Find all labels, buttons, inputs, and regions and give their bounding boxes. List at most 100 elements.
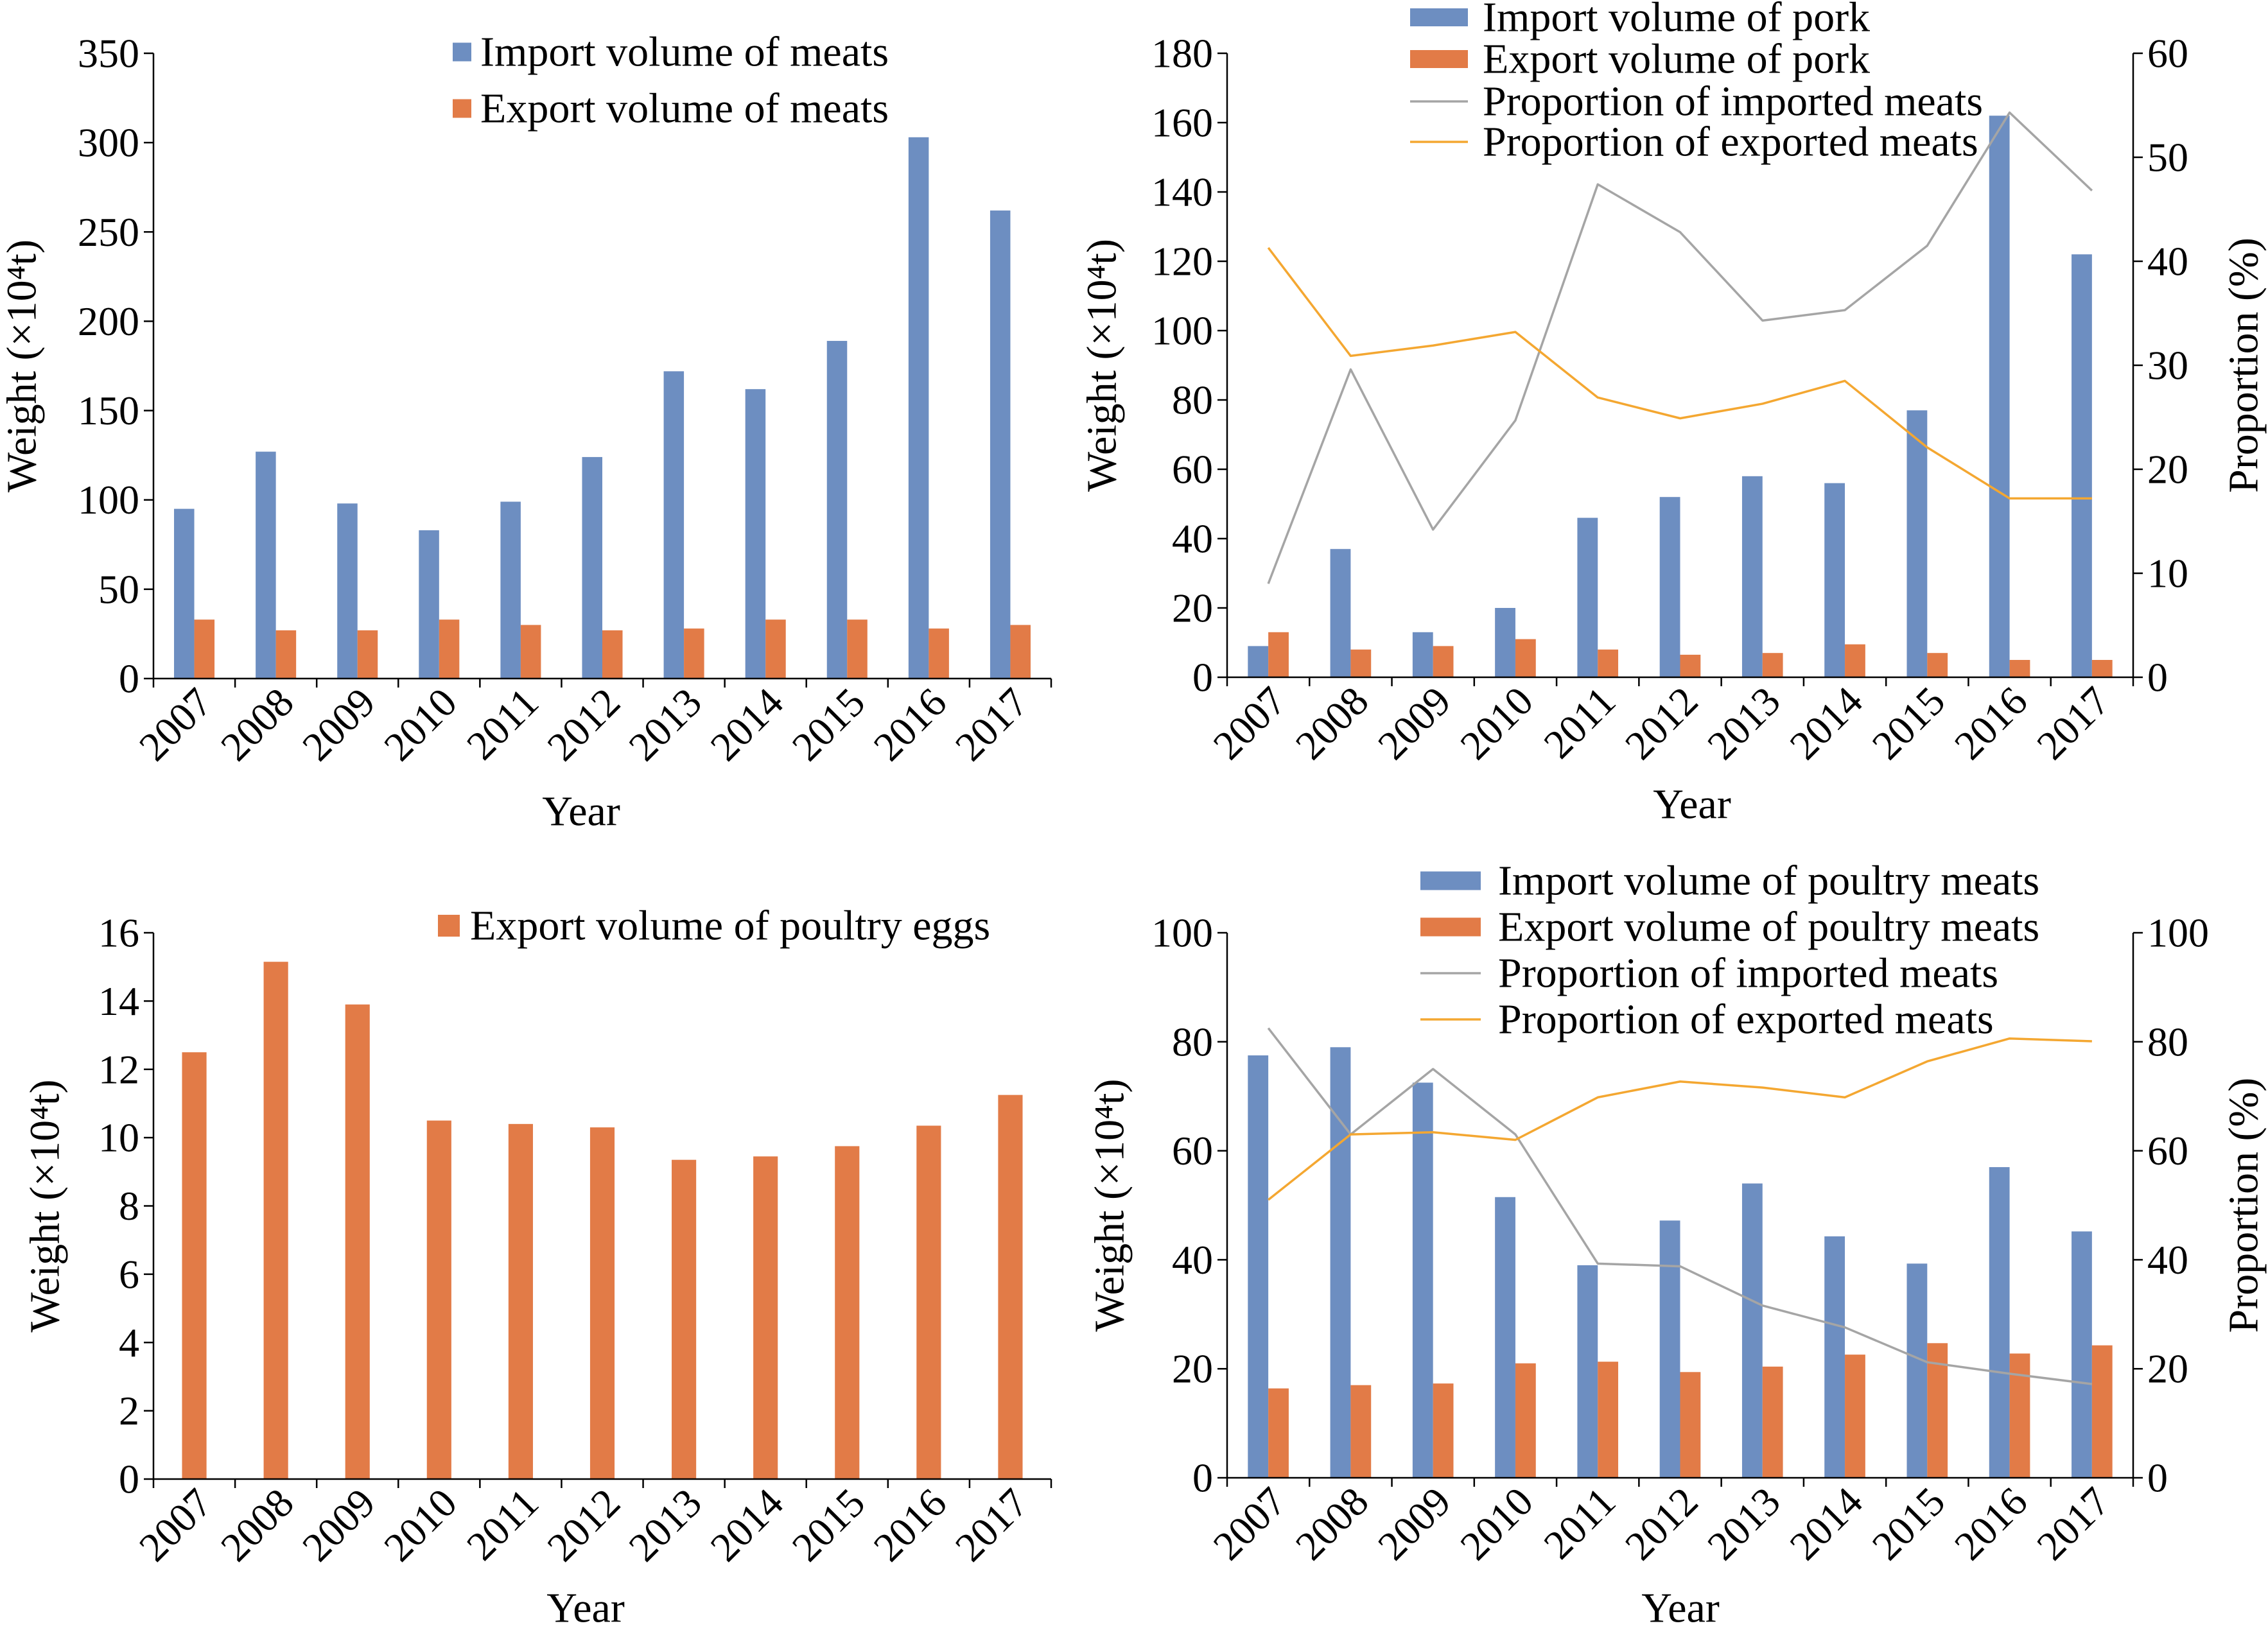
bar-export-volume-of-poultry-eggs-2013: [672, 1159, 697, 1479]
line-proportion-of-exported-meats: [1267, 247, 2092, 500]
bar-import-volume-of-meats-2007: [174, 508, 195, 679]
legend-label: Import volume of poultry meats: [1498, 858, 2039, 905]
line-proportion-of-exported-meats: [1268, 1037, 2092, 1201]
x-tick-label: 2013: [620, 679, 710, 770]
x-tick-label: 2011: [1535, 678, 1624, 767]
bar-import-volume-of-poultry-meats-2015: [1906, 1263, 1928, 1478]
y-tick-label: 0: [119, 656, 139, 702]
bar-import-volume-of-pork-2016: [1989, 116, 2010, 677]
bar-export-volume-of-poultry-eggs-2009: [345, 1004, 370, 1479]
bar-import-volume-of-meats-2015: [826, 341, 848, 679]
bar-import-volume-of-pork-2014: [1824, 483, 1845, 677]
y-tick-label: 250: [78, 209, 139, 255]
bar-import-volume-of-pork-2010: [1495, 608, 1515, 677]
bar-export-volume-of-poultry-eggs-2010: [426, 1120, 451, 1479]
bar-export-volume-of-meats-2010: [439, 619, 460, 679]
legend-swatch-import-volume-of-pork: [1410, 8, 1468, 26]
bar-export-volume-of-poultry-eggs-2016: [916, 1125, 941, 1479]
y-tick-label: 6: [119, 1251, 139, 1297]
y2-tick-label: 100: [2147, 910, 2209, 956]
x-axis-title: Year: [1641, 1585, 1720, 1628]
bar-import-volume-of-poultry-meats-2016: [1989, 1167, 2010, 1478]
y-tick-label: 10: [98, 1115, 139, 1161]
y2-tick-label: 40: [2147, 1237, 2188, 1283]
chart-panel-4: 0 20 40 60 80 100 0 20 40 60 80 100 2007200820092010…: [1086, 858, 2267, 1628]
bar-import-volume-of-poultry-meats-2012: [1659, 1220, 1680, 1478]
x-tick-label: 2009: [293, 1480, 384, 1570]
bar-export-volume-of-meats-2017: [1010, 625, 1031, 679]
y2-tick-label: 0: [2147, 1455, 2168, 1501]
y-tick-label: 50: [98, 566, 139, 612]
legend-label: Export volume of meats: [480, 85, 889, 132]
bar-export-volume-of-poultry-meats-2014: [1845, 1355, 1865, 1478]
bar-import-volume-of-poultry-meats-2014: [1824, 1236, 1845, 1478]
y2-tick-label: 30: [2147, 343, 2188, 388]
y-tick-label: 60: [1172, 447, 1213, 492]
y-tick-label: 350: [78, 31, 139, 76]
y2-tick-label: 40: [2147, 239, 2188, 284]
x-tick-label: 2008: [1287, 1478, 1377, 1569]
bar-import-volume-of-pork-2007: [1248, 646, 1269, 677]
bar-import-volume-of-poultry-meats-2008: [1330, 1047, 1351, 1478]
y-tick-label: 0: [119, 1457, 139, 1502]
bar-export-volume-of-pork-2017: [2091, 660, 2113, 677]
y-tick-label: 60: [1172, 1128, 1213, 1173]
chart-panel-1: 0501001502002503003502007200820092010201…: [0, 29, 1052, 835]
bar-export-volume-of-poultry-meats-2009: [1433, 1383, 1454, 1478]
y-tick-label: 8: [119, 1183, 139, 1229]
x-tick-label: 2010: [1451, 1478, 1542, 1569]
x-tick-label: 2013: [620, 1480, 710, 1570]
y-axis-title: Weight (×10⁴t): [1079, 239, 1126, 492]
bar-export-volume-of-meats-2011: [520, 625, 541, 679]
bar-export-volume-of-meats-2009: [357, 630, 378, 679]
bar-import-volume-of-meats-2014: [745, 389, 766, 679]
bar-export-volume-of-poultry-meats-2012: [1680, 1372, 1701, 1478]
y2-tick-label: 60: [2147, 1128, 2188, 1173]
y-tick-label: 4: [119, 1320, 139, 1365]
y-tick-label: 0: [1192, 1455, 1213, 1501]
y2-tick-label: 20: [2147, 447, 2188, 492]
y-tick-label: 40: [1172, 1237, 1213, 1283]
y-tick-label: 16: [98, 910, 139, 956]
bar-export-volume-of-poultry-meats-2007: [1268, 1388, 1289, 1478]
x-tick-label: 2007: [130, 1480, 221, 1570]
bar-export-volume-of-meats-2016: [929, 628, 949, 679]
bar-export-volume-of-pork-2012: [1680, 654, 1701, 677]
bar-export-volume-of-poultry-eggs-2008: [263, 962, 288, 1479]
legend-label: Export volume of pork: [1483, 36, 1870, 83]
y-tick-label: 2: [119, 1388, 139, 1433]
bar-import-volume-of-poultry-meats-2011: [1577, 1265, 1598, 1478]
y-tick-label: 100: [1151, 910, 1213, 956]
bar-import-volume-of-pork-2008: [1330, 549, 1351, 677]
bar-export-volume-of-poultry-meats-2013: [1762, 1366, 1783, 1478]
x-tick-label: 2009: [1369, 1478, 1460, 1569]
bar-import-volume-of-meats-2012: [582, 456, 602, 679]
y-tick-label: 160: [1151, 100, 1213, 146]
x-tick-label: 2013: [1698, 678, 1789, 768]
legend-swatch-export-volume-of-poultry-meats: [1420, 917, 1481, 937]
x-tick-label: 2015: [783, 1480, 874, 1570]
x-tick-label: 2014: [1781, 678, 1871, 768]
bar-export-volume-of-meats-2013: [684, 628, 704, 679]
bar-export-volume-of-poultry-eggs-2012: [589, 1127, 615, 1479]
bar-export-volume-of-pork-2016: [2009, 660, 2030, 677]
x-tick-label: 2013: [1698, 1478, 1789, 1569]
x-tick-label: 2008: [1287, 678, 1377, 768]
y2-tick-label: 50: [2147, 135, 2188, 180]
y-tick-label: 100: [78, 477, 139, 523]
y-tick-label: 0: [1192, 655, 1213, 700]
x-tick-label: 2017: [2028, 678, 2118, 768]
x-tick-label: 2010: [375, 679, 466, 770]
bar-export-volume-of-pork-2009: [1433, 646, 1454, 677]
x-tick-label: 2011: [458, 679, 547, 768]
bar-import-volume-of-meats-2009: [337, 503, 358, 679]
bar-import-volume-of-meats-2016: [908, 137, 929, 679]
bar-export-volume-of-poultry-meats-2011: [1598, 1362, 1619, 1478]
y2-axis-title: Proportion (%): [2220, 238, 2267, 493]
y-tick-label: 14: [98, 978, 139, 1024]
bar-import-volume-of-pork-2011: [1577, 517, 1598, 677]
bar-export-volume-of-pork-2011: [1598, 649, 1619, 677]
y-axis-title: Weight (×10⁴t): [22, 1079, 69, 1332]
